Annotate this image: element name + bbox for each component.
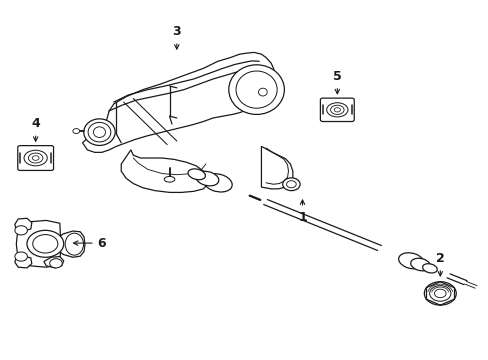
FancyBboxPatch shape (320, 98, 353, 122)
Circle shape (50, 259, 62, 268)
Polygon shape (16, 220, 61, 267)
Polygon shape (58, 231, 85, 257)
Polygon shape (15, 256, 32, 268)
Ellipse shape (195, 171, 218, 186)
Polygon shape (15, 218, 32, 231)
Circle shape (424, 282, 455, 305)
Ellipse shape (65, 233, 83, 255)
Text: 6: 6 (73, 237, 106, 249)
Polygon shape (82, 53, 275, 152)
Polygon shape (121, 150, 208, 192)
Circle shape (27, 230, 63, 257)
Circle shape (282, 178, 300, 191)
Ellipse shape (83, 119, 115, 145)
Ellipse shape (410, 258, 429, 271)
Ellipse shape (330, 105, 344, 114)
Polygon shape (44, 257, 63, 268)
Ellipse shape (398, 253, 423, 269)
Ellipse shape (228, 65, 284, 114)
Circle shape (73, 129, 80, 134)
Circle shape (15, 226, 27, 235)
Text: 1: 1 (298, 200, 306, 224)
Ellipse shape (32, 156, 39, 160)
Ellipse shape (236, 71, 277, 108)
Ellipse shape (326, 103, 347, 117)
Ellipse shape (258, 88, 266, 96)
Ellipse shape (203, 174, 232, 192)
Circle shape (15, 252, 27, 261)
Text: 3: 3 (172, 25, 181, 49)
Circle shape (434, 289, 445, 298)
Circle shape (286, 181, 296, 188)
Ellipse shape (88, 122, 111, 142)
Ellipse shape (188, 169, 205, 180)
Circle shape (429, 285, 450, 301)
Circle shape (33, 235, 58, 253)
Ellipse shape (24, 150, 47, 166)
Ellipse shape (422, 264, 436, 273)
Polygon shape (261, 146, 292, 189)
Text: 2: 2 (435, 252, 444, 276)
Ellipse shape (93, 127, 105, 138)
Text: 4: 4 (31, 117, 40, 141)
FancyBboxPatch shape (18, 145, 53, 170)
Ellipse shape (164, 176, 175, 182)
Ellipse shape (28, 153, 43, 163)
Ellipse shape (333, 108, 340, 112)
Text: 5: 5 (332, 70, 341, 94)
